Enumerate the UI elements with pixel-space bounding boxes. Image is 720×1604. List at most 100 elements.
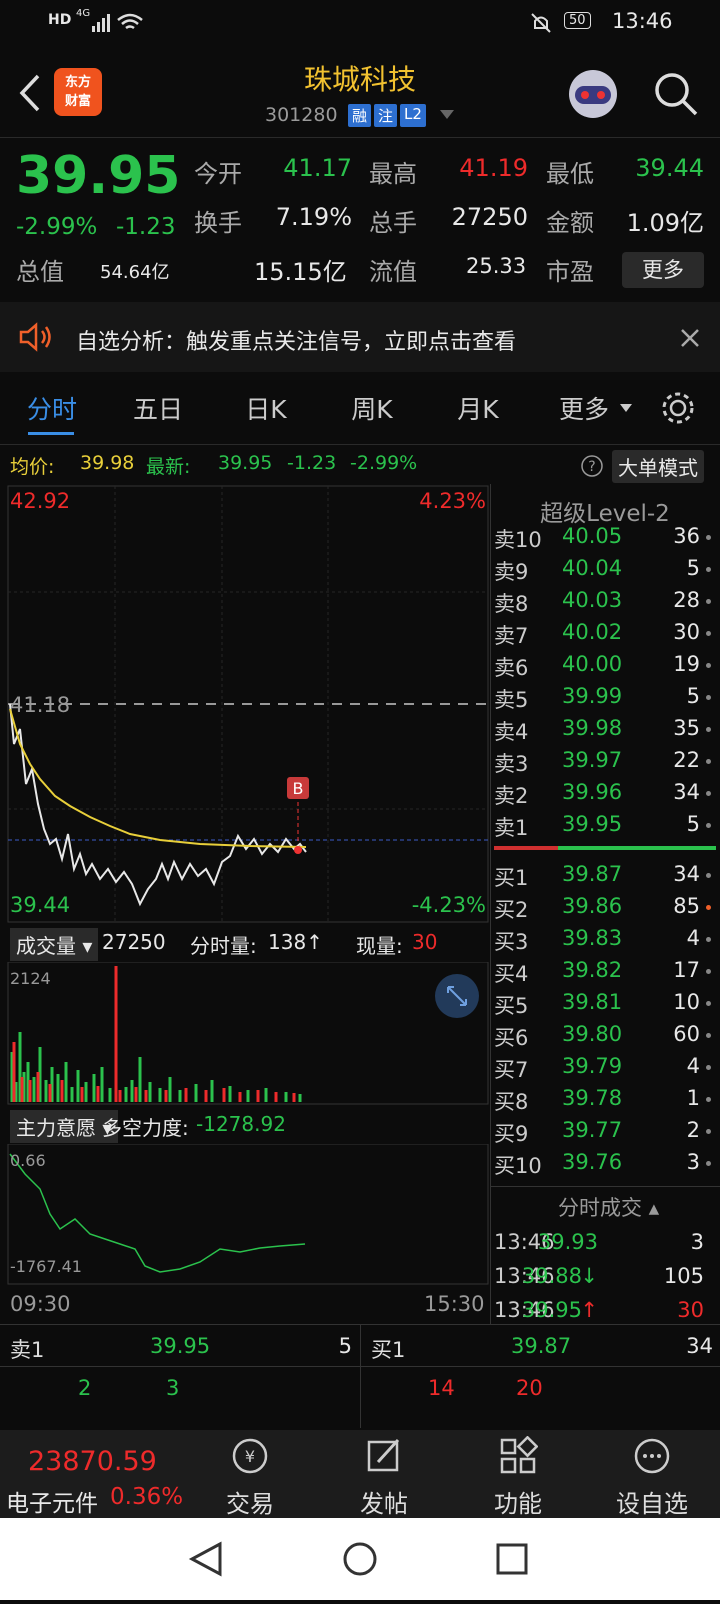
force-top: 0.66 — [10, 1151, 46, 1170]
latest-price: 39.95 — [218, 452, 273, 474]
notice-text[interactable]: 自选分析：触发重点关注信号，立即点击查看 — [76, 330, 517, 355]
close-notice[interactable] — [680, 328, 700, 348]
recents-key[interactable] — [496, 1543, 528, 1575]
minute-volume: 138↑ — [268, 930, 323, 954]
battery: 50 — [564, 12, 591, 29]
book-side: 买6 — [494, 1026, 529, 1050]
book-side: 卖3 — [494, 752, 529, 776]
tab[interactable]: 分时 — [26, 395, 77, 424]
nav-icon[interactable]: ¥ — [230, 1436, 270, 1476]
index-value[interactable]: 23870.59 — [28, 1446, 157, 1477]
marker-dot — [294, 846, 302, 854]
help-icon[interactable]: ? — [580, 454, 604, 478]
trade-volume: 3 — [690, 1230, 704, 1254]
bq-volume: 34 — [686, 1334, 713, 1358]
nav-label[interactable]: 交易 — [226, 1490, 274, 1518]
book-price: 40.04 — [562, 556, 623, 580]
volume-total: 27250 — [102, 930, 166, 954]
time-start: 09:30 — [10, 1292, 71, 1316]
price-line — [9, 703, 307, 907]
book-volume: 85 — [673, 894, 700, 918]
index-pct[interactable]: 0.36% — [110, 1484, 184, 1510]
nav-icon[interactable] — [498, 1435, 539, 1476]
dropdown-caret[interactable] — [440, 110, 454, 120]
force-selector[interactable]: 主力意愿 ▾ — [10, 1110, 119, 1143]
settings-button[interactable] — [660, 390, 696, 426]
app-logo[interactable]: 东方 财富 — [54, 68, 102, 116]
stat-value: 15.15亿 — [254, 258, 347, 286]
back-key[interactable] — [188, 1541, 222, 1577]
force-label: 主力意愿 — [16, 1116, 96, 1140]
stat-value: 1.09亿 — [626, 209, 704, 237]
stat-value: 54.64亿 — [100, 262, 170, 283]
stat-value: 39.44 — [635, 154, 704, 182]
ratio-bar-green — [558, 846, 716, 850]
book-side: 卖4 — [494, 720, 529, 744]
book-volume: 4 — [686, 1054, 700, 1078]
book-side: 卖8 — [494, 592, 529, 616]
avg-price: 39.98 — [80, 452, 135, 474]
big-order-mode[interactable]: 大单模式 — [612, 450, 704, 483]
chart-grid — [8, 486, 488, 922]
tab-underline — [28, 432, 74, 435]
nav-label[interactable]: 设自选 — [616, 1490, 688, 1518]
tab[interactable]: 月K — [457, 395, 499, 424]
nav-label[interactable]: 发帖 — [360, 1490, 408, 1518]
book-dot — [706, 1129, 711, 1134]
back-button[interactable] — [16, 72, 42, 114]
tab-caret — [620, 404, 632, 412]
book-dot — [706, 599, 711, 604]
tab[interactable]: 更多 — [558, 395, 609, 424]
bq-count: 3 — [166, 1376, 180, 1400]
book-dot — [706, 663, 711, 668]
stat-label: 金额 — [546, 209, 594, 237]
volume-max: 2124 — [10, 969, 51, 988]
avg-line — [9, 708, 307, 848]
trade-price: 39.95 — [521, 1298, 582, 1322]
intraday-chart: B 42.92 4.23% 41.18 39.44 -4.23% — [7, 485, 489, 923]
book-dot — [706, 727, 711, 732]
expand-icon — [447, 986, 467, 1006]
book-volume: 1 — [686, 1086, 700, 1110]
nav-icon[interactable] — [632, 1436, 672, 1476]
book-price: 39.97 — [562, 748, 623, 772]
volume-chart: 2124 — [7, 962, 489, 1105]
search-button[interactable] — [652, 70, 700, 118]
nav-icon[interactable] — [364, 1436, 404, 1476]
trade-arrow: ↑ — [580, 1298, 598, 1322]
volume-selector[interactable]: 成交量 ▾ — [10, 928, 99, 961]
stat-label: 最低 — [546, 160, 594, 188]
tab[interactable]: 周K — [351, 395, 393, 424]
trade-volume: 105 — [663, 1264, 704, 1288]
book-side: 卖6 — [494, 656, 529, 680]
book-volume: 22 — [673, 748, 700, 772]
tab[interactable]: 日K — [245, 395, 287, 424]
logo-text: 东方 — [64, 75, 91, 90]
book-dot — [706, 567, 711, 572]
stat-value: 25.33 — [466, 254, 527, 278]
stat-label: 今开 — [194, 160, 242, 188]
book-price: 39.83 — [562, 926, 623, 950]
volume-bars-red — [12, 966, 296, 1102]
home-key[interactable] — [343, 1542, 377, 1576]
marker-badge — [287, 777, 309, 799]
notice-bar[interactable] — [0, 302, 720, 372]
book-side: 买4 — [494, 962, 529, 986]
bq-count: 20 — [516, 1376, 543, 1400]
book-dot — [706, 905, 711, 910]
prev-close: 41.18 — [10, 693, 70, 717]
nav-label[interactable]: 功能 — [494, 1490, 542, 1518]
robot-avatar[interactable] — [565, 66, 621, 122]
more-button[interactable]: 更多 — [622, 252, 704, 288]
bq-volume: 5 — [338, 1334, 352, 1358]
last-price: 39.95 — [16, 146, 181, 206]
book-side: 卖10 — [494, 528, 542, 552]
signal-wifi-icons — [92, 13, 143, 32]
book-dot — [706, 695, 711, 700]
bq-count: 2 — [78, 1376, 92, 1400]
book-price: 40.05 — [562, 524, 623, 548]
book-dot — [706, 631, 711, 636]
tab[interactable]: 五日 — [132, 395, 183, 424]
bq-price: 39.95 — [150, 1334, 211, 1358]
index-name[interactable]: 电子元件 — [6, 1491, 98, 1517]
